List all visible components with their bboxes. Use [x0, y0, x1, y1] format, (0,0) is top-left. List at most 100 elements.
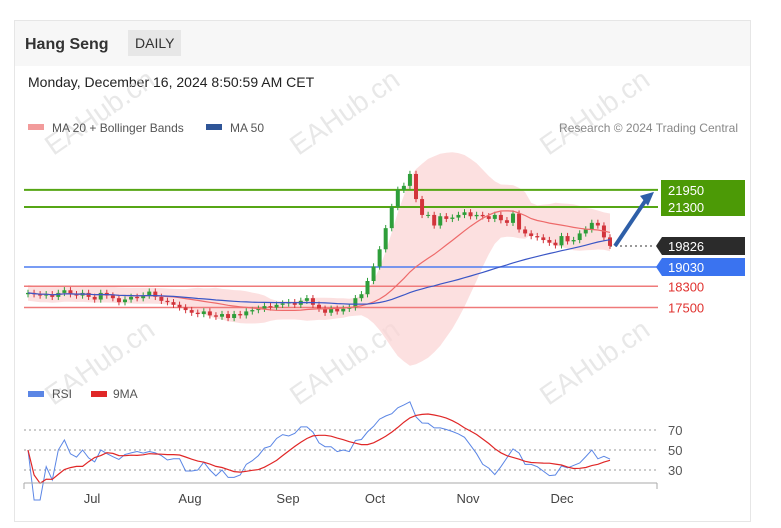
candle-body [26, 292, 30, 295]
level-label-18300: 18300 [668, 279, 704, 294]
x-tick-nov: Nov [456, 491, 480, 506]
candle-body [450, 217, 455, 219]
candle-body [250, 310, 255, 312]
candle-body [280, 303, 285, 305]
candle-body [365, 281, 370, 295]
candle-body [426, 214, 431, 216]
candle-body [335, 308, 340, 312]
candle-body [492, 214, 497, 219]
candle-body [317, 304, 321, 309]
moving-average-layer [27, 210, 611, 311]
candle-body [262, 306, 267, 309]
x-tick-oct: Oct [365, 491, 386, 506]
rsi-legend-label: RSI [52, 387, 72, 401]
candle-body [595, 222, 600, 226]
candle-body [456, 214, 461, 218]
rsi-ma-legend-swatch [91, 391, 107, 397]
candle-body [480, 214, 485, 217]
candle-body [274, 304, 279, 308]
candle-body [420, 199, 425, 215]
candle-body [304, 298, 309, 301]
rsi-ma-legend-label: 9MA [113, 387, 138, 401]
candle-body [268, 306, 273, 308]
candle-body [589, 222, 594, 230]
candle-body [341, 308, 346, 312]
candle-body [571, 240, 576, 242]
candle-body [377, 249, 382, 267]
projection-layer [613, 191, 654, 248]
candle-body [116, 298, 121, 303]
candle-body [444, 216, 449, 219]
chart-header: Hang Seng DAILY [15, 21, 750, 66]
candle-body [347, 307, 352, 309]
candle-body [401, 185, 406, 190]
ma20-legend-swatch [28, 124, 44, 130]
candle-body [74, 294, 79, 296]
candle-body [110, 295, 115, 299]
instrument-title: Hang Seng [25, 36, 109, 53]
bollinger-band-layer [28, 152, 610, 366]
projection-arrowhead [640, 191, 654, 206]
rsi-line [27, 401, 611, 501]
candle-body [171, 302, 176, 305]
datetime-label: Monday, December 16, 2024 8:50:59 AM CET [28, 74, 315, 90]
ma20-legend-label: MA 20 + Bollinger Bands [52, 121, 184, 135]
candle-body [359, 294, 364, 299]
watermark-text: EAHub.cn [39, 63, 160, 161]
candles-layer [26, 170, 612, 322]
level-label-19826: 19826 [668, 239, 704, 254]
candle-body [407, 173, 412, 186]
candle-body [504, 220, 509, 223]
rsi-legend-swatch [28, 391, 44, 397]
candle-body [310, 298, 315, 305]
candle-body [395, 189, 400, 207]
candle-body [462, 212, 467, 215]
candle-body [153, 291, 158, 297]
candle-body [201, 311, 206, 315]
candle-body [529, 233, 534, 237]
bollinger-band [28, 152, 610, 366]
candle-body [213, 315, 218, 317]
candle-body [547, 240, 552, 243]
source-label: Research © 2024 Trading Central [559, 121, 738, 135]
candle-body [238, 314, 243, 316]
candle-body [232, 314, 237, 319]
rsi-tick-70: 70 [668, 423, 682, 438]
candle-body [535, 236, 540, 238]
ma50-legend-swatch [206, 124, 222, 130]
legend-layer: MA 20 + Bollinger Bands MA 50 Research ©… [28, 121, 738, 401]
candle-body [141, 295, 146, 299]
candle-body [129, 296, 134, 300]
x-tick-sep: Sep [276, 491, 299, 506]
candle-body [329, 308, 334, 313]
current-label-box [656, 236, 745, 255]
candle-body [256, 308, 261, 311]
candle-body [517, 213, 522, 230]
candle-body [498, 214, 503, 221]
candle-body [226, 314, 231, 319]
candle-body [92, 296, 97, 300]
watermark-text: EAHub.cn [534, 63, 655, 161]
x-tick-aug: Aug [178, 491, 201, 506]
candle-body [44, 294, 49, 296]
candle-body [583, 229, 588, 234]
candle-body [553, 242, 558, 246]
candle-body [292, 302, 297, 305]
timeframe-badge[interactable]: DAILY [128, 30, 182, 56]
resistance-label-box [661, 180, 745, 216]
candle-body [207, 311, 212, 316]
candle-body [468, 212, 473, 217]
candle-body [432, 214, 437, 226]
candle-body [523, 229, 528, 234]
candle-body [62, 290, 67, 293]
rsi-tick-30: 30 [668, 463, 682, 478]
candle-body [474, 214, 479, 217]
candle-body [68, 290, 73, 295]
candle-body [389, 207, 394, 229]
level-label-21300: 21300 [668, 200, 704, 215]
candle-body [50, 294, 55, 297]
x-tick-dec: Dec [550, 491, 574, 506]
candle-body [159, 296, 164, 301]
candle-body [38, 294, 43, 296]
